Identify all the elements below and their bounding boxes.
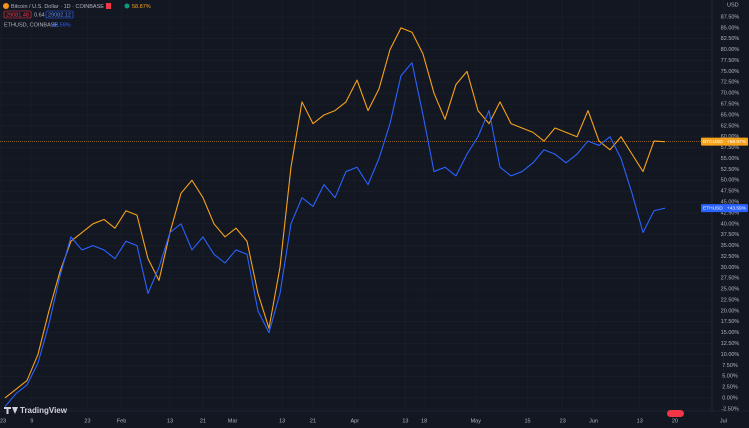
x-tick-label: Apr — [351, 418, 360, 424]
y-tick-label: 72.50% — [721, 80, 740, 86]
y-tick-label: 2.50% — [722, 385, 738, 391]
x-tick-label: 9 — [30, 418, 33, 424]
y-tick-label: 17.50% — [721, 319, 740, 325]
bid-box — [3, 10, 32, 19]
x-tick-label: 23 — [84, 418, 90, 424]
y-tick-label: 20.00% — [721, 308, 740, 314]
series-name: ETHUSD — [703, 206, 723, 212]
x-tick-label: 13 — [637, 418, 643, 424]
change: 58.87% — [132, 4, 151, 10]
x-tick-label: 21 — [310, 418, 316, 424]
tv-logo — [4, 407, 18, 414]
y-tick-label: -2.50% — [721, 406, 739, 412]
y-tick-label: 22.50% — [721, 297, 740, 303]
x-tick-label: 20 — [672, 418, 678, 424]
y-tick-label: 57.50% — [721, 145, 740, 151]
y-tick-label: 55.00% — [721, 156, 740, 162]
flag — [106, 3, 111, 9]
x-tick-label: May — [471, 418, 482, 424]
bid: 29081.48 — [6, 12, 29, 18]
last-value-label: +58.87% — [727, 139, 747, 145]
event-marker — [667, 410, 684, 417]
series-line — [4, 62, 666, 408]
y-tick-label: 85.00% — [721, 25, 740, 31]
x-tick-label: 13 — [279, 418, 285, 424]
y-tick-label: 42.50% — [721, 210, 740, 216]
y-tick-label: 12.50% — [721, 341, 740, 347]
x-tick-label: 15 — [524, 418, 530, 424]
y-tick-label: 77.50% — [721, 58, 740, 64]
y-tick-label: 80.00% — [721, 47, 740, 53]
status-dot — [124, 3, 130, 9]
y-tick-label: 50.00% — [721, 178, 740, 184]
x-tick-label: 23 — [560, 418, 566, 424]
y-tick-label: 25.00% — [721, 287, 740, 293]
x-tick-label: 23 — [0, 418, 6, 424]
y-tick-label: 5.00% — [722, 374, 738, 380]
symbol-title: Bitcoin / U.S. Dollar · 1D · COINBASE — [11, 4, 104, 10]
compare-change: 43.59% — [52, 22, 71, 28]
brand: TradingView — [20, 406, 68, 415]
x-tick-label: 21 — [200, 418, 206, 424]
y-tick-label: 67.50% — [721, 102, 740, 108]
y-tick-label: 15.00% — [721, 330, 740, 336]
x-tick-label: 18 — [421, 418, 427, 424]
last-value-box — [701, 204, 748, 213]
y-tick-label: 52.50% — [721, 167, 740, 173]
last-value-label: +43.59% — [727, 206, 747, 212]
y-tick-label: 82.50% — [721, 36, 740, 42]
compare-symbol: ETHUSD, COINBASE — [4, 22, 58, 28]
series-name: BTCUSD — [703, 139, 723, 145]
y-tick-label: 10.00% — [721, 352, 740, 358]
y-tick-label: 27.50% — [721, 276, 740, 282]
ask: 29082.12 — [48, 12, 71, 18]
last-value-box — [701, 137, 748, 146]
currency: USD — [727, 2, 739, 8]
spread: 0.64 — [34, 12, 45, 18]
x-tick-label: Mar — [228, 418, 238, 424]
y-tick-label: 47.50% — [721, 189, 740, 195]
y-tick-label: 70.00% — [721, 91, 740, 97]
y-tick-label: 87.50% — [721, 14, 740, 20]
y-tick-label: 62.50% — [721, 123, 740, 129]
y-tick-label: 35.00% — [721, 243, 740, 249]
x-tick-label: 13 — [167, 418, 173, 424]
y-tick-label: 40.00% — [721, 221, 740, 227]
x-tick-label: Jul — [720, 418, 727, 424]
y-tick-label: 65.00% — [721, 112, 740, 118]
series-line — [4, 27, 666, 399]
x-tick-label: 13 — [402, 418, 408, 424]
y-tick-label: 32.50% — [721, 254, 740, 260]
y-tick-label: 45.00% — [721, 199, 740, 205]
y-tick-label: 7.50% — [722, 363, 738, 369]
y-tick-label: 37.50% — [721, 232, 740, 238]
y-tick-label: 60.00% — [721, 134, 740, 140]
y-tick-label: 0.00% — [722, 395, 738, 401]
ask-box — [45, 10, 74, 19]
y-tick-label: 75.00% — [721, 69, 740, 75]
btc-icon — [3, 3, 9, 9]
y-tick-label: 30.00% — [721, 265, 740, 271]
x-tick-label: Feb — [117, 418, 126, 424]
x-tick-label: Jun — [589, 418, 598, 424]
